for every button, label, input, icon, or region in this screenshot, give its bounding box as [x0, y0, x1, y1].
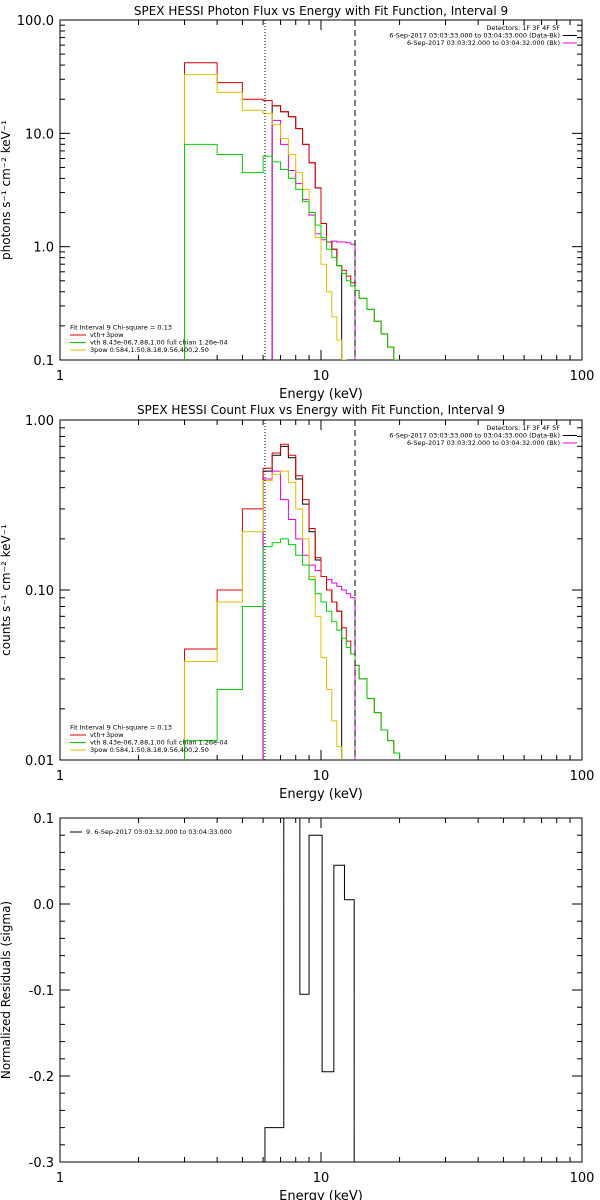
- y-tick-label: 0.0: [33, 898, 54, 913]
- legend-bottomleft-text: vth+3pow: [90, 731, 124, 739]
- series-line-5: [184, 538, 401, 760]
- legend-bottomleft-text: 3pow 0.584,1.50,8.18,9.56,400,2.50: [90, 346, 209, 354]
- chart-title: SPEX HESSI Photon Flux vs Energy with Fi…: [134, 4, 508, 18]
- x-axis-label: Energy (keV): [279, 787, 363, 802]
- y-tick-label: 0.10: [25, 584, 54, 599]
- x-tick-label: 10: [313, 369, 330, 384]
- plot-frame: [59, 419, 583, 761]
- legend-bottomleft-text: vth 8.43e-06,7.88,1.00 full chian 1.26e-…: [90, 739, 228, 747]
- y-tick-label: 10.0: [25, 127, 54, 142]
- y-axis-label: Normalized Residuals (sigma): [0, 901, 13, 1079]
- x-tick-label: 100: [570, 769, 595, 784]
- series-line-2: [271, 119, 356, 360]
- legend-bottomleft-text: vth+3pow: [90, 331, 124, 339]
- legend-bottomleft-text: vth 8.43e-06,7.88,1.00 full chian 1.26e-…: [90, 339, 228, 347]
- chart-panel-2: SPEX HESSI Count Flux vs Energy with Fit…: [0, 403, 594, 802]
- series-line-4: [184, 74, 347, 360]
- data-layer: [264, 818, 355, 1162]
- x-axis-label: Energy (keV): [279, 387, 363, 402]
- x-tick-label: 10: [313, 1171, 330, 1186]
- chart-title: SPEX HESSI Count Flux vs Energy with Fit…: [137, 403, 505, 417]
- x-tick-label: 10: [313, 769, 330, 784]
- data-layer: [184, 62, 401, 360]
- y-tick-label: 0.1: [33, 812, 54, 827]
- y-tick-label: 0.01: [25, 754, 54, 769]
- series-line-5: [184, 143, 401, 360]
- series-line-3: [184, 62, 401, 360]
- chart-panel-3: 1 10 100 Energy (keV) -0.3 -0.2 -0.1 0.0 0.1 Norm…: [0, 812, 594, 1200]
- y-tick-label: 1.0: [33, 241, 54, 256]
- x-tick-label: 1: [56, 369, 64, 384]
- y-tick-label: 0.1: [33, 354, 54, 369]
- legend-topright-text: Detectors: 1F 3F 4F 5F: [486, 24, 560, 32]
- series-line-4: [184, 470, 343, 760]
- legend-bottomleft-text: Fit Interval 9 Chi-square = 0.13: [70, 724, 172, 732]
- legend-topright-text: 6-Sep-2017 03:03:33.000 to 03:04:33.000 …: [389, 432, 560, 440]
- legend-bottomleft-text: Fit Interval 9 Chi-square = 0.13: [70, 324, 172, 332]
- legend-bottomleft-text: 3pow 0.584,1.50,8.18,9.56,400,2.50: [90, 746, 209, 754]
- x-tick-label: 100: [570, 1171, 595, 1186]
- y-tick-label: -0.1: [29, 984, 54, 999]
- x-tick-label: 1: [56, 1171, 64, 1186]
- y-tick-label: -0.2: [29, 1070, 54, 1085]
- x-tick-label: 100: [570, 369, 595, 384]
- x-axis-label: Energy (keV): [279, 1189, 363, 1200]
- chart-panel-1: SPEX HESSI Photon Flux vs Energy with Fi…: [0, 4, 594, 402]
- legend-topright-text: 6-Sep-2017 03:03:32.000 to 03:04:32.000 …: [407, 439, 560, 447]
- data-layer: [184, 443, 401, 760]
- y-axis-label: photons s⁻¹ cm⁻² keV⁻¹: [0, 120, 13, 260]
- plot-frame: [59, 817, 583, 1163]
- legend-topright-text: 6-Sep-2017 03:03:32.000 to 03:04:32.000 …: [407, 39, 560, 47]
- y-tick-label: -0.3: [29, 1156, 54, 1171]
- x-tick-label: 1: [56, 769, 64, 784]
- series-line-1: [264, 818, 355, 1162]
- legend-topright-text: Detectors: 1F 3F 4F 5F: [486, 424, 560, 432]
- legend-topleft-text: 9. 6-Sep-2017 03:03:32.000 to 03:04:33.0…: [86, 828, 232, 836]
- y-tick-label: 1.00: [25, 414, 54, 429]
- legend-topright-text: 6-Sep-2017 03:03:33.000 to 03:04:33.000 …: [389, 32, 560, 40]
- y-tick-label: 100.0: [17, 14, 54, 29]
- y-axis-label: counts s⁻¹ cm⁻² keV⁻¹: [0, 524, 13, 656]
- series-line-2: [262, 470, 356, 760]
